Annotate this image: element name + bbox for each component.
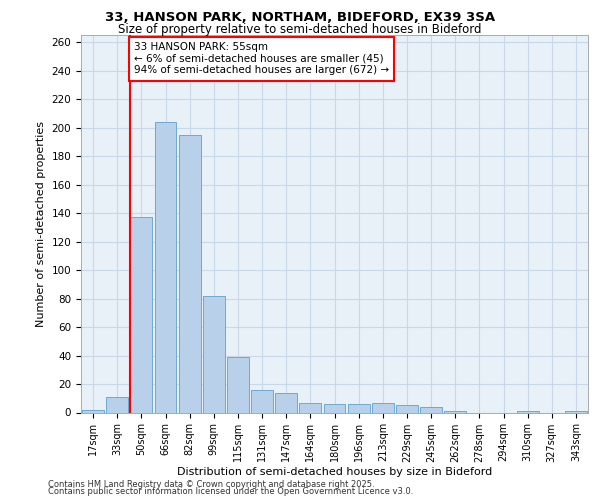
Text: Contains HM Land Registry data © Crown copyright and database right 2025.: Contains HM Land Registry data © Crown c… (48, 480, 374, 489)
Bar (348, 404, 370, 412)
Bar (251, 390, 273, 412)
Bar (82, 410, 104, 412)
Bar (396, 406, 418, 412)
Bar (445, 411, 466, 412)
Bar (275, 392, 297, 412)
Bar (323, 404, 346, 412)
Bar (203, 296, 224, 412)
Text: 33, HANSON PARK, NORTHAM, BIDEFORD, EX39 3SA: 33, HANSON PARK, NORTHAM, BIDEFORD, EX39… (105, 11, 495, 24)
Bar (420, 407, 442, 412)
Bar (299, 402, 321, 412)
Text: Contains public sector information licensed under the Open Government Licence v3: Contains public sector information licen… (48, 488, 413, 496)
Bar (517, 411, 539, 412)
Bar (372, 402, 394, 412)
Bar (106, 397, 128, 412)
Bar (179, 134, 200, 412)
X-axis label: Distribution of semi-detached houses by size in Bideford: Distribution of semi-detached houses by … (177, 467, 492, 477)
Bar (227, 357, 249, 412)
Y-axis label: Number of semi-detached properties: Number of semi-detached properties (36, 120, 46, 327)
Bar (155, 122, 176, 412)
Text: Size of property relative to semi-detached houses in Bideford: Size of property relative to semi-detach… (118, 22, 482, 36)
Bar (565, 411, 587, 412)
Text: 33 HANSON PARK: 55sqm
← 6% of semi-detached houses are smaller (45)
94% of semi-: 33 HANSON PARK: 55sqm ← 6% of semi-detac… (134, 42, 389, 76)
Bar (130, 218, 152, 412)
